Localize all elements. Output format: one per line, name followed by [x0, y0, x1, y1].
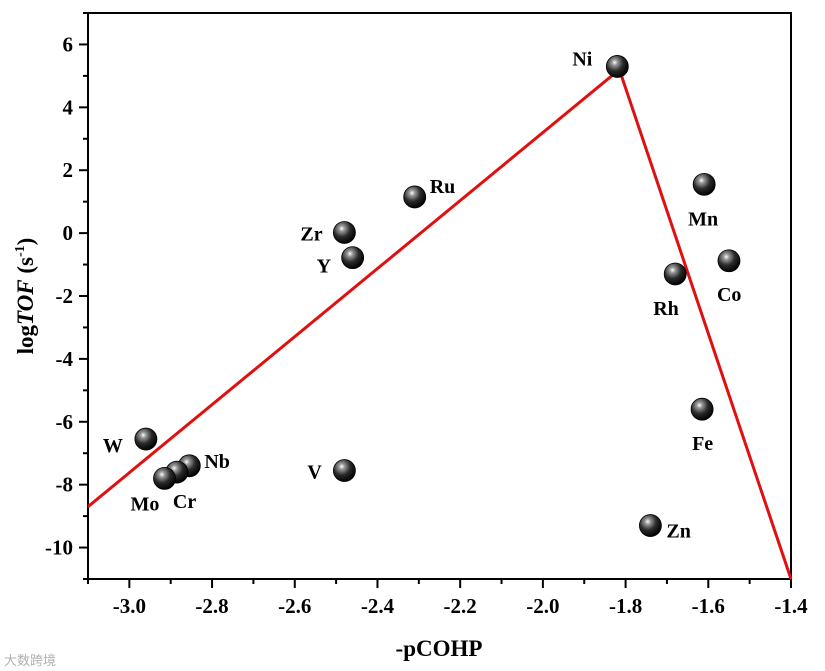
x-tick-label: -2.4 — [361, 594, 395, 618]
x-tick-label: -1.4 — [774, 594, 808, 618]
data-point-mn — [692, 172, 716, 196]
x-tick-label: -2.6 — [278, 594, 311, 618]
point-label-ru: Ru — [430, 176, 456, 198]
data-point-ni — [605, 55, 629, 78]
y-tick-label: -8 — [56, 473, 74, 497]
x-tick-label: -3.0 — [113, 594, 146, 618]
y-tick-label: 0 — [63, 221, 74, 245]
watermark-text: 大数跨境 — [4, 654, 57, 669]
data-point-ru — [403, 185, 427, 209]
x-tick-label: -1.8 — [609, 594, 642, 618]
point-label-co: Co — [717, 284, 741, 306]
point-label-rh: Rh — [653, 298, 679, 320]
x-tick-label: -2.8 — [195, 594, 228, 618]
y-axis-title-prefix: log — [13, 324, 38, 354]
data-point-mo — [153, 466, 176, 490]
data-point-v — [332, 459, 356, 482]
point-label-mo: Mo — [131, 493, 160, 515]
x-tick-label: -2.0 — [526, 594, 559, 618]
point-label-cr: Cr — [173, 491, 196, 513]
y-axis-title-tof: TOF — [13, 279, 38, 325]
y-tick-label: -10 — [45, 536, 73, 560]
data-point-zr — [332, 221, 356, 244]
point-label-v: V — [307, 462, 322, 484]
point-label-mn: Mn — [688, 208, 718, 230]
y-tick-label: -2 — [56, 284, 74, 308]
y-tick-label: 4 — [63, 95, 74, 119]
point-label-zr: Zr — [300, 223, 322, 245]
point-label-y: Y — [317, 256, 332, 278]
y-axis-title-unit-open: (s — [13, 257, 38, 279]
y-axis-title: logTOF (s-1) — [13, 238, 38, 355]
data-point-rh — [663, 262, 687, 286]
y-tick-label: -6 — [56, 410, 74, 434]
point-label-ni: Ni — [572, 48, 592, 70]
point-label-nb: Nb — [204, 451, 230, 473]
y-axis-title-unit-sup: -1 — [13, 245, 28, 257]
y-tick-label: 2 — [63, 158, 74, 182]
y-tick-label: 6 — [63, 32, 74, 56]
data-point-fe — [690, 397, 714, 421]
x-axis-title: -pCOHP — [396, 636, 483, 661]
data-point-w — [134, 427, 158, 451]
axis-ticks: -3.0 -2.8 -2.6 -2.4 -2.2 -2.0 -1.8 -1.6 -1.4 -10 -… — [45, 12, 808, 618]
point-label-zn: Zn — [666, 521, 690, 543]
data-points-layer: Ni Ru Zr Y Mn Co Rh Fe W Nb Cr Mo V Zn — [103, 48, 742, 542]
x-tick-label: -2.2 — [444, 594, 477, 618]
y-tick-label: -4 — [56, 347, 74, 371]
point-label-w: W — [103, 435, 123, 457]
y-axis-title-unit-close: ) — [13, 238, 38, 246]
data-point-co — [717, 249, 741, 273]
data-point-y — [341, 246, 365, 270]
data-point-zn — [639, 514, 662, 537]
point-label-fe: Fe — [692, 433, 713, 455]
x-tick-label: -1.6 — [692, 594, 725, 618]
